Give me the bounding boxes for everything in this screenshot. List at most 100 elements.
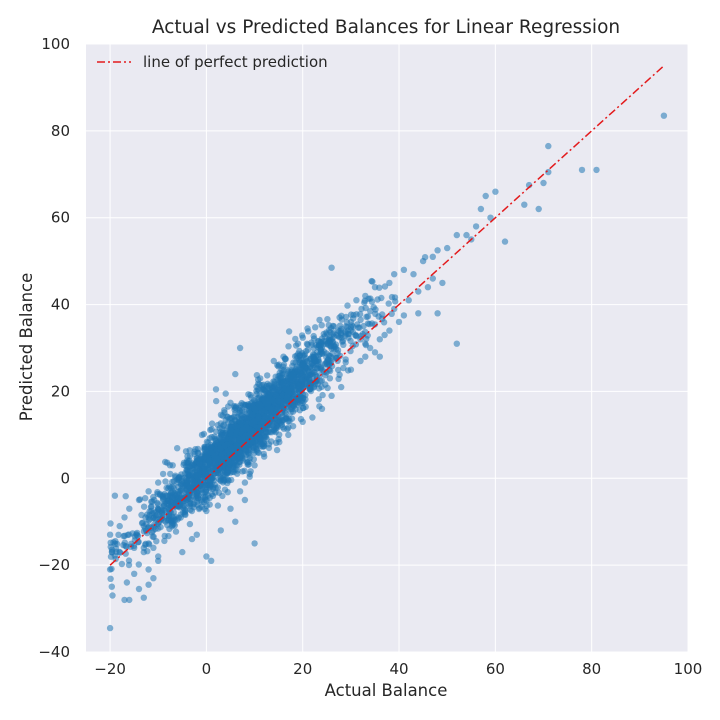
- scatter-point: [285, 328, 293, 335]
- scatter-point: [376, 353, 383, 360]
- scatter-point: [110, 539, 117, 546]
- scatter-point: [288, 405, 296, 412]
- scatter-point: [222, 431, 229, 439]
- scatter-point: [270, 388, 277, 395]
- scatter-point: [122, 493, 129, 500]
- scatter-point: [321, 333, 328, 340]
- scatter-point: [273, 446, 281, 454]
- scatter-point: [188, 462, 196, 469]
- scatter-point: [289, 383, 297, 390]
- scatter-point: [208, 433, 215, 441]
- scatter-point: [251, 540, 258, 547]
- scatter-point: [453, 340, 460, 347]
- scatter-point: [258, 408, 265, 415]
- scatter-point: [154, 489, 161, 496]
- scatter-point: [116, 548, 123, 556]
- scatter-point: [253, 383, 260, 391]
- legend-label: line of perfect prediction: [143, 53, 328, 71]
- scatter-point: [335, 366, 342, 374]
- scatter-point: [155, 553, 162, 560]
- scatter-point: [149, 498, 156, 505]
- scatter-point: [203, 553, 210, 560]
- scatter-point: [226, 415, 233, 422]
- scatter-point: [187, 506, 194, 513]
- scatter-point: [309, 414, 316, 421]
- scatter-point: [419, 257, 427, 265]
- scatter-point: [270, 357, 277, 365]
- scatter-point: [364, 320, 372, 327]
- scatter-point: [578, 166, 586, 174]
- scatter-point: [540, 179, 547, 187]
- scatter-point: [232, 423, 239, 430]
- scatter-point: [261, 453, 268, 460]
- scatter-point: [280, 353, 287, 360]
- scatter-point: [292, 335, 299, 343]
- scatter-point: [125, 561, 133, 569]
- scatter-point: [291, 391, 299, 398]
- scatter-point: [145, 514, 152, 521]
- scatter-point: [521, 201, 528, 208]
- x-axis-title: Actual Balance: [325, 681, 448, 700]
- scatter-point: [371, 284, 379, 291]
- scatter-point: [208, 420, 216, 427]
- scatter-point: [294, 366, 302, 373]
- scatter-point: [487, 214, 494, 221]
- scatter-point: [106, 624, 114, 632]
- scatter-point: [424, 284, 432, 291]
- y-tick-label: −40: [38, 643, 70, 661]
- scatter-point: [388, 310, 395, 317]
- x-tick-label: 20: [293, 660, 312, 678]
- scatter-point: [236, 344, 244, 352]
- scatter-point: [135, 496, 143, 504]
- scatter-point: [145, 566, 152, 573]
- scatter-point: [193, 457, 200, 465]
- scatter-point: [107, 520, 114, 527]
- scatter-point: [232, 410, 239, 417]
- scatter-point: [123, 543, 130, 550]
- scatter-point: [247, 391, 254, 399]
- scatter-point: [342, 330, 350, 337]
- scatter-point: [315, 396, 322, 403]
- scatter-point: [275, 397, 282, 404]
- scatter-point: [140, 594, 147, 601]
- scatter-point: [255, 415, 262, 422]
- y-axis-ticks: −40 −20 0 20 40 60 80 100: [38, 35, 70, 661]
- scatter-point: [251, 405, 258, 412]
- scatter-point: [415, 288, 422, 295]
- x-tick-label: 40: [389, 660, 408, 678]
- scatter-point: [303, 340, 311, 347]
- scatter-point: [248, 419, 255, 427]
- scatter-point: [135, 561, 142, 568]
- scatter-point: [162, 458, 169, 466]
- scatter-point: [183, 490, 190, 497]
- scatter-point: [179, 475, 186, 482]
- scatter-point: [142, 495, 149, 502]
- scatter-point: [198, 431, 206, 439]
- scatter-point: [323, 340, 330, 347]
- scatter-point: [244, 459, 251, 466]
- scatter-point: [353, 297, 360, 304]
- scatter-point: [129, 530, 136, 537]
- scatter-point: [347, 366, 355, 373]
- scatter-point: [126, 505, 133, 512]
- scatter-point: [388, 293, 396, 301]
- scatter-point: [410, 271, 417, 278]
- scatter-point: [217, 446, 224, 453]
- y-tick-label: 20: [51, 382, 70, 400]
- scatter-point: [161, 532, 168, 540]
- scatter-point: [208, 557, 215, 564]
- scatter-point: [247, 431, 254, 438]
- scatter-point: [363, 313, 370, 320]
- scatter-point: [241, 414, 249, 421]
- scatter-point: [149, 533, 156, 540]
- scatter-point: [285, 386, 292, 393]
- scatter-point: [162, 478, 169, 485]
- scatter-point: [322, 372, 329, 379]
- scatter-point: [395, 318, 403, 326]
- scatter-point: [169, 521, 176, 529]
- scatter-point: [545, 142, 552, 150]
- scatter-point: [115, 531, 122, 538]
- scatter-point: [220, 477, 228, 484]
- scatter-point: [328, 264, 335, 271]
- scatter-point: [325, 356, 332, 363]
